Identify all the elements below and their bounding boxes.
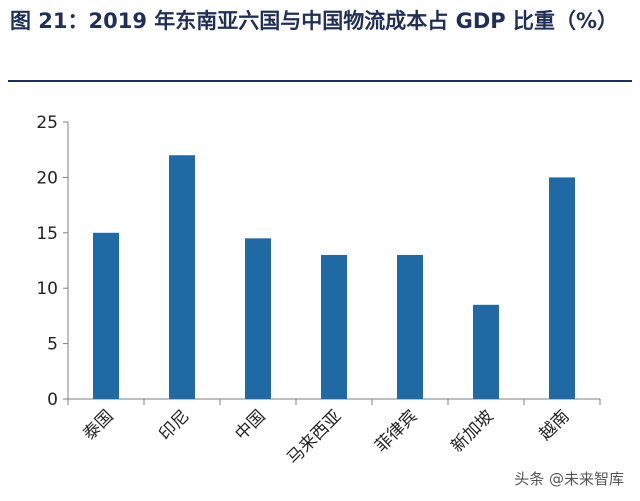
bar <box>473 304 499 399</box>
x-tick-label: 泰国 <box>79 406 117 444</box>
x-tick-label: 印尼 <box>155 406 193 444</box>
y-tick-label: 5 <box>47 335 58 355</box>
watermark: 头条 @未来智库 <box>510 466 628 491</box>
x-tick-label: 菲律宾 <box>371 406 421 456</box>
y-tick-label: 15 <box>36 224 58 244</box>
y-tick-label: 0 <box>47 390 58 410</box>
x-axis-labels: 泰国 印尼 中国 马来西亚 菲律宾 新加坡 越南 <box>79 406 573 468</box>
x-tick-label: 新加坡 <box>447 406 497 456</box>
y-axis-ticks: 0 5 10 15 20 25 <box>36 113 68 410</box>
bar <box>321 254 347 399</box>
bar <box>549 177 575 399</box>
title-divider <box>8 80 632 82</box>
bar <box>245 238 271 399</box>
y-tick-label: 25 <box>36 113 58 133</box>
x-tick-label: 马来西亚 <box>283 406 345 468</box>
bar <box>93 232 119 399</box>
x-tick-label: 中国 <box>231 406 269 444</box>
y-tick-label: 10 <box>36 279 58 299</box>
y-tick-label: 20 <box>36 168 58 188</box>
page-title: 图 21：2019 年东南亚六国与中国物流成本占 GDP 比重（%） <box>10 9 619 33</box>
bar <box>169 155 195 399</box>
bar <box>397 254 423 399</box>
bar-series <box>93 155 575 399</box>
x-tick-label: 越南 <box>535 406 573 444</box>
